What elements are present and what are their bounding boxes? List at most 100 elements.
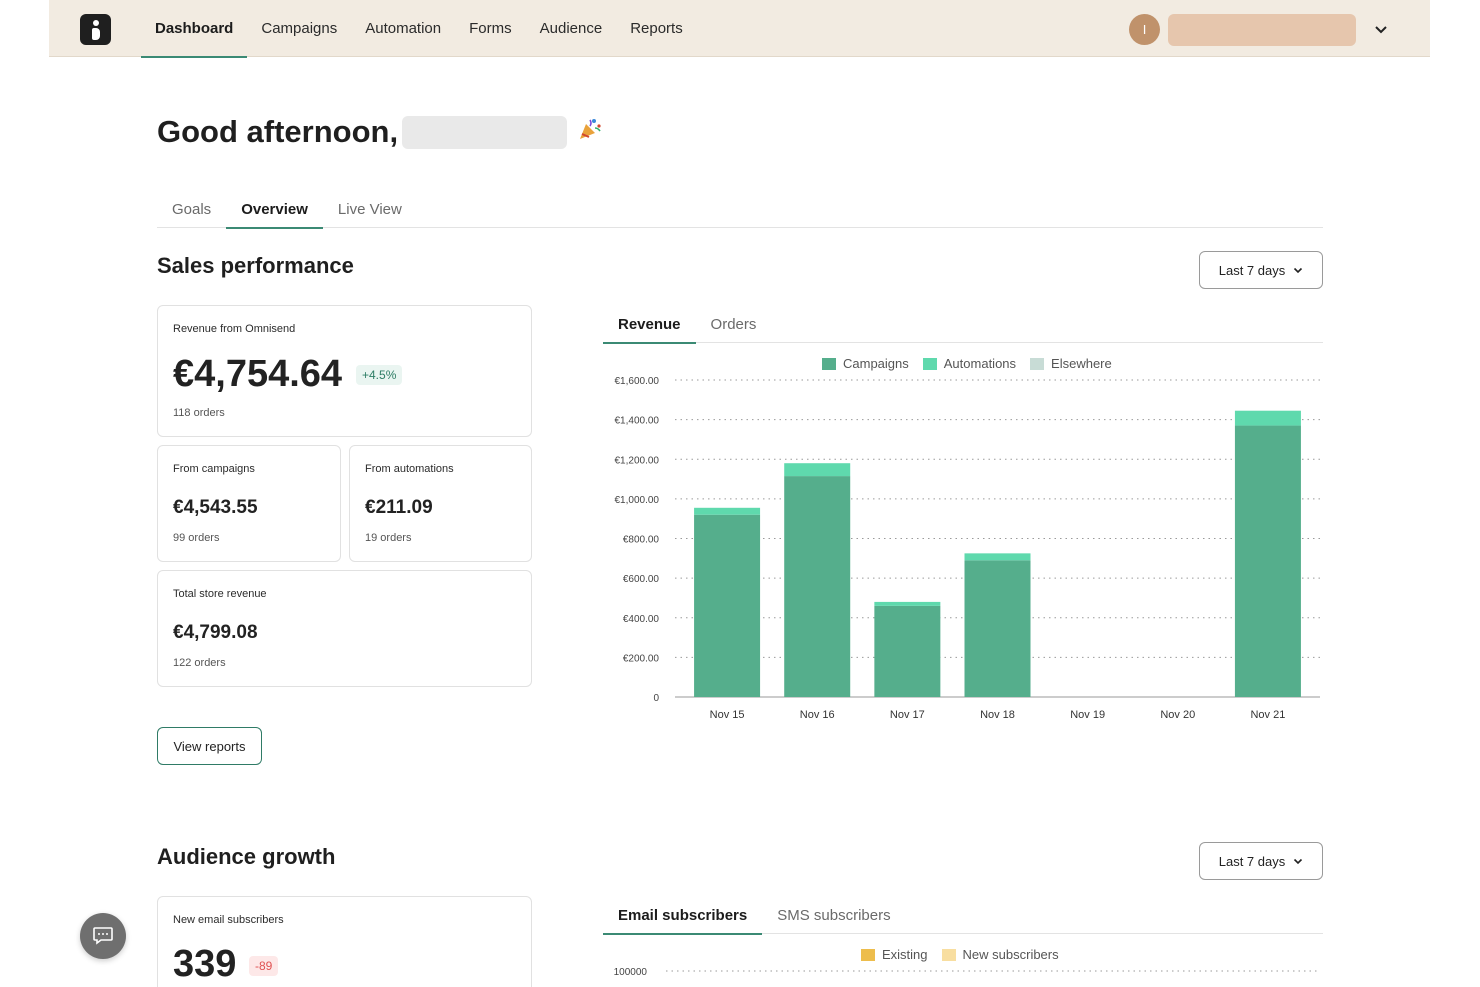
automations-card: From automations €211.09 19 orders xyxy=(349,445,532,562)
avatar[interactable]: I xyxy=(1129,14,1160,45)
y-tick-label: €600.00 xyxy=(623,574,660,585)
subscribers-delta-badge: -89 xyxy=(249,956,279,976)
card-label: From automations xyxy=(365,463,454,475)
revenue-orders: 118 orders xyxy=(173,407,225,419)
audience-chart-legend: Existing New subscribers xyxy=(861,947,1059,962)
y-tick-label: €800.00 xyxy=(623,535,660,546)
automations-orders: 19 orders xyxy=(365,532,412,544)
nav-item-audience[interactable]: Audience xyxy=(539,20,603,37)
omnisend-logo-icon[interactable] xyxy=(80,14,111,45)
card-label: Total store revenue xyxy=(173,588,267,600)
legend-swatch xyxy=(822,357,836,370)
greeting-text: Good afternoon, xyxy=(157,114,399,149)
audience-period-label: Last 7 days xyxy=(1218,853,1286,869)
sales-revenue-chart: 0 €200.00 €400.00 €600.00 €800.00 €1,000.00 €1… xyxy=(615,376,1320,721)
campaigns-orders: 99 orders xyxy=(173,532,220,544)
sales-period-label: Last 7 days xyxy=(1218,262,1286,278)
sales-period-select[interactable]: Last 7 days xyxy=(1199,251,1323,289)
bar-campaigns xyxy=(964,560,1031,697)
y-tick-label: €1,600.00 xyxy=(615,376,660,387)
nav-item-campaigns[interactable]: Campaigns xyxy=(261,20,338,37)
card-label: From campaigns xyxy=(173,463,255,475)
legend-item-existing[interactable]: Existing xyxy=(861,947,928,962)
main-nav: Dashboard Campaigns Automation Forms Aud… xyxy=(141,0,697,58)
revenue-value: €4,754.64 xyxy=(173,353,343,395)
legend-item-campaigns[interactable]: Campaigns xyxy=(822,356,909,371)
legend-label: New subscribers xyxy=(962,947,1059,962)
legend-label: Existing xyxy=(882,947,928,962)
view-reports-button[interactable]: View reports xyxy=(157,727,262,765)
party-popper-icon xyxy=(577,116,603,148)
y-tick-label: €200.00 xyxy=(623,653,660,664)
legend-item-new-subscribers[interactable]: New subscribers xyxy=(941,947,1059,962)
card-label: New email subscribers xyxy=(173,914,284,926)
bar-automations xyxy=(784,463,851,477)
y-tick-label: 100000 xyxy=(614,967,648,978)
nav-item-automation[interactable]: Automation xyxy=(365,20,442,37)
chat-icon xyxy=(93,927,113,945)
chat-button[interactable] xyxy=(80,913,126,959)
store-revenue-card: Total store revenue €4,799.08 122 orders xyxy=(157,570,532,687)
account-name-redacted[interactable] xyxy=(1168,14,1356,46)
y-tick-label: €1,400.00 xyxy=(615,416,660,427)
sales-performance-title: Sales performance xyxy=(157,253,354,278)
legend-label: Campaigns xyxy=(843,356,909,371)
x-tick-label: Nov 17 xyxy=(890,709,925,721)
automations-value: €211.09 xyxy=(365,497,433,518)
tab-live-view[interactable]: Live View xyxy=(337,200,402,218)
bar-automations xyxy=(694,507,761,515)
bar-campaigns xyxy=(1234,425,1301,697)
tab-goals[interactable]: Goals xyxy=(172,200,212,218)
new-subscribers-value: 339 xyxy=(173,943,237,985)
revenue-card: Revenue from Omnisend €4,754.64 +4.5% 11… xyxy=(157,305,532,437)
legend-label: Elsewhere xyxy=(1051,356,1112,371)
audience-chart: 100000 xyxy=(614,967,1320,978)
y-tick-label: €400.00 xyxy=(623,614,660,625)
tab-overview[interactable]: Overview xyxy=(226,190,323,229)
legend-label: Automations xyxy=(943,356,1017,371)
nav-item-forms[interactable]: Forms xyxy=(469,20,512,37)
chevron-down-icon[interactable] xyxy=(1371,18,1391,42)
user-name-redacted xyxy=(402,115,568,149)
bar-automations xyxy=(874,601,941,606)
y-tick-label: 0 xyxy=(653,693,659,704)
legend-item-elsewhere[interactable]: Elsewhere xyxy=(1030,356,1112,371)
chevron-down-icon xyxy=(1294,858,1303,864)
bar-campaigns xyxy=(694,514,761,697)
store-revenue-orders: 122 orders xyxy=(173,657,226,669)
top-navigation: Dashboard Campaigns Automation Forms Aud… xyxy=(49,0,1430,58)
x-tick-label: Nov 19 xyxy=(1070,709,1105,721)
x-tick-label: Nov 16 xyxy=(800,709,835,721)
nav-item-dashboard[interactable]: Dashboard xyxy=(141,0,248,58)
bar-automations xyxy=(964,553,1031,561)
legend-swatch xyxy=(922,357,937,370)
greeting-heading: Good afternoon, xyxy=(157,112,603,152)
audience-growth-title: Audience growth xyxy=(157,844,336,869)
legend-swatch xyxy=(1030,357,1045,370)
x-tick-label: Nov 20 xyxy=(1160,709,1195,721)
tab-sms-subscribers[interactable]: SMS subscribers xyxy=(777,906,891,924)
new-subscribers-card: New email subscribers 339 -89 xyxy=(157,896,532,987)
y-tick-label: €1,000.00 xyxy=(615,495,660,506)
tab-orders[interactable]: Orders xyxy=(710,315,757,333)
y-tick-label: €1,200.00 xyxy=(615,455,660,466)
revenue-delta-badge: +4.5% xyxy=(356,365,403,385)
x-tick-label: Nov 15 xyxy=(710,709,745,721)
audience-period-select[interactable]: Last 7 days xyxy=(1199,842,1323,880)
tab-revenue[interactable]: Revenue xyxy=(603,305,696,344)
x-tick-label: Nov 18 xyxy=(980,709,1015,721)
bar-automations xyxy=(1234,410,1301,426)
legend-item-automations[interactable]: Automations xyxy=(922,356,1017,371)
sales-chart-tabs: Revenue Orders xyxy=(603,305,1323,344)
legend-swatch xyxy=(941,948,956,961)
nav-item-reports[interactable]: Reports xyxy=(630,20,683,37)
card-label: Revenue from Omnisend xyxy=(173,323,296,335)
bar-campaigns xyxy=(874,605,941,697)
x-tick-label: Nov 21 xyxy=(1250,709,1285,721)
store-revenue-value: €4,799.08 xyxy=(173,622,258,643)
tab-email-subscribers[interactable]: Email subscribers xyxy=(603,896,763,935)
campaigns-card: From campaigns €4,543.55 99 orders xyxy=(157,445,341,562)
dashboard-tabs: Goals Overview Live View xyxy=(157,190,1323,229)
audience-chart-tabs: Email subscribers SMS subscribers xyxy=(603,896,1323,935)
campaigns-value: €4,543.55 xyxy=(173,497,258,518)
